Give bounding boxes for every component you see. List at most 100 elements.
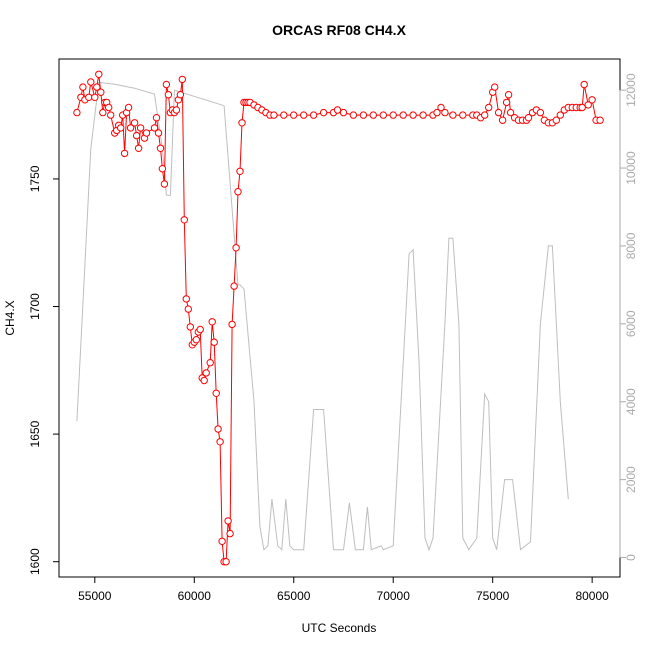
ch4-point	[419, 111, 427, 119]
ch4-point	[192, 336, 201, 344]
ch4-point	[150, 124, 159, 132]
ch4-point	[162, 80, 171, 89]
ch4-point	[186, 323, 195, 331]
ch4-point	[200, 376, 208, 385]
y-axis: 1600 1650 1700 1750	[28, 165, 59, 575]
ch4-point	[178, 75, 187, 84]
ch4-point	[596, 116, 604, 124]
ch4-point	[588, 96, 596, 104]
y-axis-label: CH4.X	[3, 300, 17, 335]
ch4-point	[180, 216, 189, 224]
ch4-point	[120, 149, 129, 158]
right-tick-label: 10000	[624, 151, 638, 185]
ch4-point	[97, 88, 105, 96]
ch4-point	[134, 144, 143, 153]
right-tick-label: 8000	[624, 232, 638, 259]
ch4-point	[202, 369, 210, 377]
ch4-point	[578, 103, 586, 112]
x-tick-label: 65000	[277, 589, 311, 603]
ch4-point	[91, 93, 99, 102]
ch4-point	[154, 129, 163, 137]
ch4-point	[580, 80, 588, 89]
ch4-point	[210, 338, 218, 346]
y-tick-label: 1700	[28, 293, 42, 320]
ch4-point	[184, 305, 193, 313]
ch4-point	[504, 91, 513, 99]
ch4-point	[95, 70, 103, 79]
y-tick-label: 1650	[28, 420, 42, 447]
ch4-point	[222, 558, 230, 566]
ch4-point	[158, 165, 167, 173]
ch4-point	[93, 83, 101, 91]
ch4-point	[399, 111, 407, 119]
ch4-point	[132, 131, 141, 140]
ch4-point	[176, 91, 185, 99]
ch4-point	[212, 389, 220, 397]
ch4-point	[485, 103, 493, 112]
ch4-point	[238, 119, 246, 127]
y-tick-label: 1750	[28, 165, 42, 192]
ch4-point	[164, 91, 173, 99]
x-tick-label: 60000	[178, 589, 212, 603]
ch4-point	[449, 111, 457, 119]
ch4-point	[584, 101, 592, 109]
altitude-line	[76, 81, 569, 552]
ch4-point	[409, 111, 417, 119]
x-tick-label: 75000	[476, 589, 510, 603]
ch4-point	[85, 93, 93, 102]
ch4-point	[117, 124, 125, 132]
ch4-point	[206, 359, 214, 367]
ch4-point	[126, 124, 135, 132]
ch4-point	[369, 111, 377, 119]
ch4-point	[228, 320, 236, 329]
ch4-point	[160, 180, 169, 188]
ch4-point	[339, 108, 348, 117]
ch4-point	[379, 111, 387, 119]
ch4-point	[208, 318, 216, 326]
ch4-point	[349, 111, 358, 119]
ch4-point	[437, 103, 445, 112]
ch4-point	[216, 438, 224, 446]
ch4-point	[226, 529, 234, 538]
chart-title: ORCAS RF08 CH4.X	[272, 22, 406, 38]
x-axis: 55000 60000 65000 70000 75000 80000	[78, 577, 609, 603]
ch4-point	[99, 108, 107, 117]
ch4-point	[224, 517, 232, 525]
ch4-point	[234, 188, 242, 196]
ch4-point	[552, 116, 560, 124]
ch4-point	[433, 108, 441, 117]
ch4-point	[498, 116, 507, 124]
ch4-point	[236, 167, 244, 176]
ch4-point	[290, 111, 298, 119]
ch4-point	[196, 325, 204, 334]
ch4-point	[319, 108, 328, 117]
ch4-point	[232, 244, 240, 252]
ch4-point	[494, 108, 503, 117]
right-tick-label: 0	[624, 554, 638, 561]
ch4-point	[300, 111, 308, 119]
ch4-point	[136, 124, 145, 132]
ch4-point	[280, 111, 288, 119]
right-tick-label: 4000	[624, 388, 638, 415]
ch4-point	[309, 111, 318, 119]
ch4-series	[73, 70, 604, 566]
ch4-point	[107, 111, 115, 119]
ch4-point	[105, 103, 113, 112]
ch4-point	[389, 111, 397, 119]
right-tick-label: 2000	[624, 466, 638, 493]
ch4-line	[76, 74, 601, 563]
ch4-point	[270, 111, 278, 119]
ch4-point	[230, 282, 238, 290]
ch4-point	[491, 83, 499, 91]
ch4-point	[124, 103, 133, 112]
ch4-point	[156, 144, 165, 153]
ch4-point	[524, 114, 533, 122]
ch4-point	[142, 129, 151, 137]
ch4-point	[359, 111, 368, 119]
right-tick-label: 12000	[624, 73, 638, 107]
ch4-point	[481, 111, 489, 119]
ch4-point	[218, 537, 226, 545]
ch4-point	[333, 106, 342, 114]
ch4-point	[172, 106, 181, 114]
ch4-point	[214, 425, 222, 433]
